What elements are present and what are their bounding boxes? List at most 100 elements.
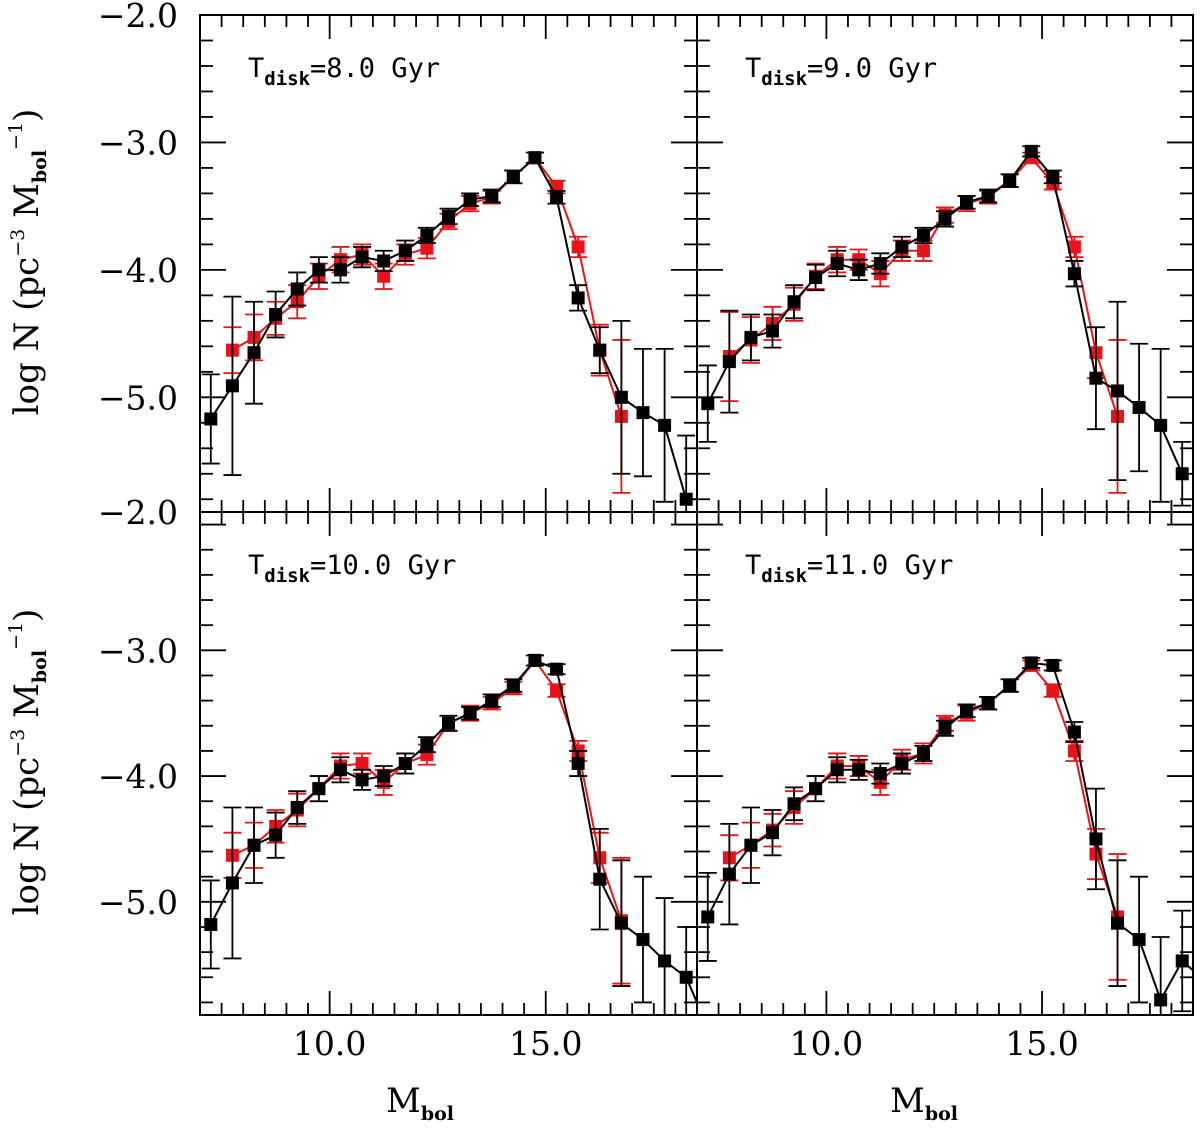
model-point (916, 244, 930, 258)
observed-point (830, 763, 844, 777)
observed-point (593, 343, 607, 357)
observed-point (506, 679, 520, 693)
observed-point (1154, 418, 1168, 432)
observed-point (701, 397, 715, 411)
panel-data (698, 144, 1192, 507)
observed-line (209, 156, 697, 501)
observed-point (744, 838, 758, 852)
observed-point (550, 662, 564, 676)
model-point (1067, 240, 1081, 254)
observed-point (485, 189, 499, 203)
observed-point (1132, 401, 1146, 415)
observed-point (1089, 371, 1103, 385)
panel-label-rest: =11.0 Gyr (807, 550, 953, 581)
model-point (377, 269, 391, 283)
y-tick-label: −3.0 (98, 631, 178, 670)
panel-1: Tdisk=8.0 Gyr (199, 14, 698, 513)
observed-point (312, 263, 326, 277)
observed-point (765, 324, 779, 338)
observed-point (1024, 656, 1038, 670)
observed-line (706, 661, 1193, 1003)
observed-point (1003, 174, 1017, 188)
model-point (355, 757, 369, 770)
x-tick-label: 15.0 (509, 1024, 582, 1063)
labels-layer: Mbol Mbol log N (pc−3 Mbol−1) log N (pc−… (5, 0, 1079, 1125)
y-tick-label: −4.0 (98, 251, 178, 290)
observed-point (1154, 993, 1168, 1007)
observed-point (290, 282, 304, 296)
observed-point (269, 828, 283, 842)
observed-point (506, 170, 520, 184)
observed-point (722, 355, 736, 369)
observed-point (938, 212, 952, 226)
panel-2: Tdisk=9.0 Gyr (696, 14, 1194, 513)
observed-point (463, 706, 477, 720)
observed-point (442, 716, 455, 730)
x-axis-title-left: Mbol (386, 1081, 454, 1125)
panel-label-rest: =9.0 Gyr (807, 53, 937, 84)
observed-point (355, 250, 369, 264)
observed-point (787, 295, 801, 309)
observed-point (765, 826, 779, 840)
observed-point (744, 330, 758, 344)
panel-label-rest: =8.0 Gyr (310, 53, 440, 84)
observed-point (485, 694, 499, 708)
observed-point (916, 746, 930, 760)
panel-frame (199, 511, 698, 1016)
observed-point (1024, 144, 1038, 158)
observed-point (636, 933, 650, 947)
panel-label-sub: disk (264, 565, 310, 587)
x-tick-label: 15.0 (1005, 1024, 1078, 1063)
panel-3: Tdisk=10.0 Gyr (199, 511, 698, 1016)
y-axis-title-bottom: log N (pc−3 Mbol−1) (5, 609, 51, 916)
observed-point (1067, 267, 1081, 281)
x-tick-label: 10.0 (790, 1024, 863, 1063)
panel-label: Tdisk=8.0 Gyr (248, 53, 440, 90)
observed-point (398, 757, 412, 770)
observed-point (1089, 832, 1103, 846)
observed-point (1175, 467, 1189, 481)
observed-point (377, 254, 391, 268)
observed-point (550, 190, 564, 204)
observed-point (981, 189, 995, 203)
observed-point (960, 704, 974, 718)
observed-point (938, 721, 952, 735)
observed-point (312, 782, 326, 796)
observed-point (1175, 954, 1189, 968)
observed-point (269, 307, 283, 321)
observed-point (1111, 916, 1125, 930)
observed-point (204, 412, 218, 426)
observed-point (377, 769, 391, 783)
observed-point (895, 757, 909, 770)
observed-point (528, 151, 542, 165)
y-tick-label: −3.0 (98, 123, 178, 162)
observed-point (1046, 658, 1060, 672)
observed-line (209, 659, 697, 1005)
y-tick-label: −5.0 (98, 883, 178, 922)
y-axis-title-top: log N (pc−3 Mbol−1) (5, 109, 51, 416)
observed-point (1003, 679, 1017, 693)
observed-point (614, 390, 628, 404)
x-axis-title-right: Mbol (890, 1081, 958, 1125)
panel-label: Tdisk=10.0 Gyr (248, 550, 456, 587)
observed-point (787, 797, 801, 811)
panel-label-sub: disk (761, 68, 807, 90)
observed-point (852, 263, 866, 277)
y-tick-label: −2.0 (98, 0, 178, 35)
observed-point (1067, 725, 1081, 739)
observed-point (355, 773, 369, 787)
panel-label-sub: disk (264, 68, 310, 90)
observed-point (981, 696, 995, 710)
observed-point (614, 916, 628, 930)
observed-point (658, 418, 672, 432)
observed-point (333, 763, 347, 777)
observed-point (593, 872, 607, 886)
panel-label-t: T (248, 550, 264, 581)
panel-label-rest: =10.0 Gyr (310, 550, 456, 581)
observed-point (722, 867, 736, 881)
panel-label: Tdisk=9.0 Gyr (745, 53, 937, 90)
observed-point (442, 209, 455, 223)
model-point (420, 241, 434, 255)
observed-point (960, 195, 974, 209)
panel-label-t: T (745, 550, 761, 581)
